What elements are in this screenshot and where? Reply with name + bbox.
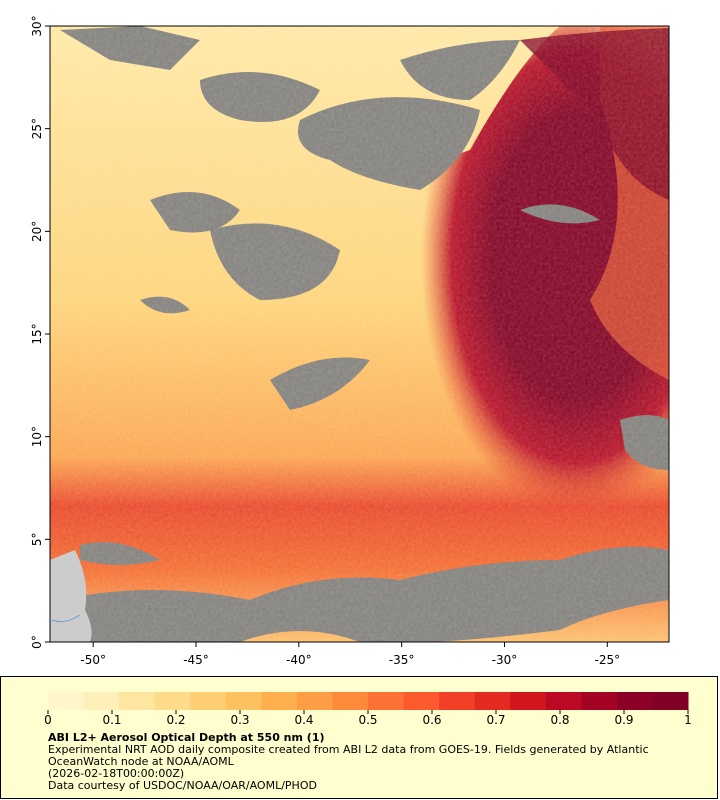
caption-timestamp: (2026-02-18T00:00:00Z) <box>48 767 185 780</box>
y-tick-label: 20° <box>30 221 44 242</box>
x-tick-label: -50° <box>80 653 106 667</box>
colorbar-tick-label: 0.9 <box>614 713 633 727</box>
colorbar-tick-label: 0.3 <box>230 713 249 727</box>
colorbar-swatch <box>545 692 582 710</box>
colorbar-swatch <box>332 692 369 710</box>
x-tick-label: -25° <box>595 653 621 667</box>
colorbar-swatch <box>190 692 227 710</box>
y-tick-label: 10° <box>30 426 44 447</box>
x-tick-label: -35° <box>389 653 415 667</box>
colorbar-swatch <box>368 692 405 710</box>
axes: -50° -45° -40° -35° -30° -25° 0° 5° 10° 15° 20° 25°… <box>30 15 692 727</box>
colorbar-tick-label: 0.8 <box>550 713 569 727</box>
colorbar-tick-label: 1 <box>684 713 692 727</box>
colorbar-tick-label: 0 <box>44 713 52 727</box>
x-tick-label: -40° <box>286 653 312 667</box>
colorbar-swatch <box>154 692 191 710</box>
caption-description: Experimental NRT AOD daily composite cre… <box>48 743 649 768</box>
y-tick-label: 25° <box>30 118 44 139</box>
colorbar-swatch <box>510 692 547 710</box>
colorbar-swatch <box>652 692 689 710</box>
colorbar-swatch <box>225 692 262 710</box>
colorbar-tick-label: 0.1 <box>102 713 121 727</box>
y-tick-label: 5° <box>30 533 44 547</box>
x-tick-label: -45° <box>183 653 209 667</box>
colorbar-swatch <box>581 692 618 710</box>
colorbar-tick-label: 0.4 <box>294 713 313 727</box>
caption: ABI L2+ Aerosol Optical Depth at 550 nm … <box>48 732 688 792</box>
colorbar-swatch <box>261 692 298 710</box>
colorbar-swatch <box>48 692 85 710</box>
colorbar-swatch <box>616 692 653 710</box>
colorbar-tick-label: 0.2 <box>166 713 185 727</box>
colorbar-swatch <box>439 692 476 710</box>
colorbar-swatch <box>119 692 156 710</box>
y-tick-label: 15° <box>30 323 44 344</box>
colorbar-swatch <box>403 692 440 710</box>
colorbar-tick-label: 0.6 <box>422 713 441 727</box>
colorbar-swatch <box>474 692 511 710</box>
y-tick-label: 30° <box>30 15 44 36</box>
caption-credit: Data courtesy of USDOC/NOAA/OAR/AOML/PHO… <box>48 779 317 792</box>
colorbar-swatch <box>296 692 333 710</box>
colorbar-swatch <box>83 692 120 710</box>
y-tick-label: 0° <box>30 635 44 649</box>
colorbar-tick-label: 0.7 <box>486 713 505 727</box>
colorbar-tick-label: 0.5 <box>358 713 377 727</box>
caption-title: ABI L2+ Aerosol Optical Depth at 550 nm … <box>48 731 325 744</box>
x-tick-label: -30° <box>492 653 518 667</box>
map-image <box>50 26 669 642</box>
